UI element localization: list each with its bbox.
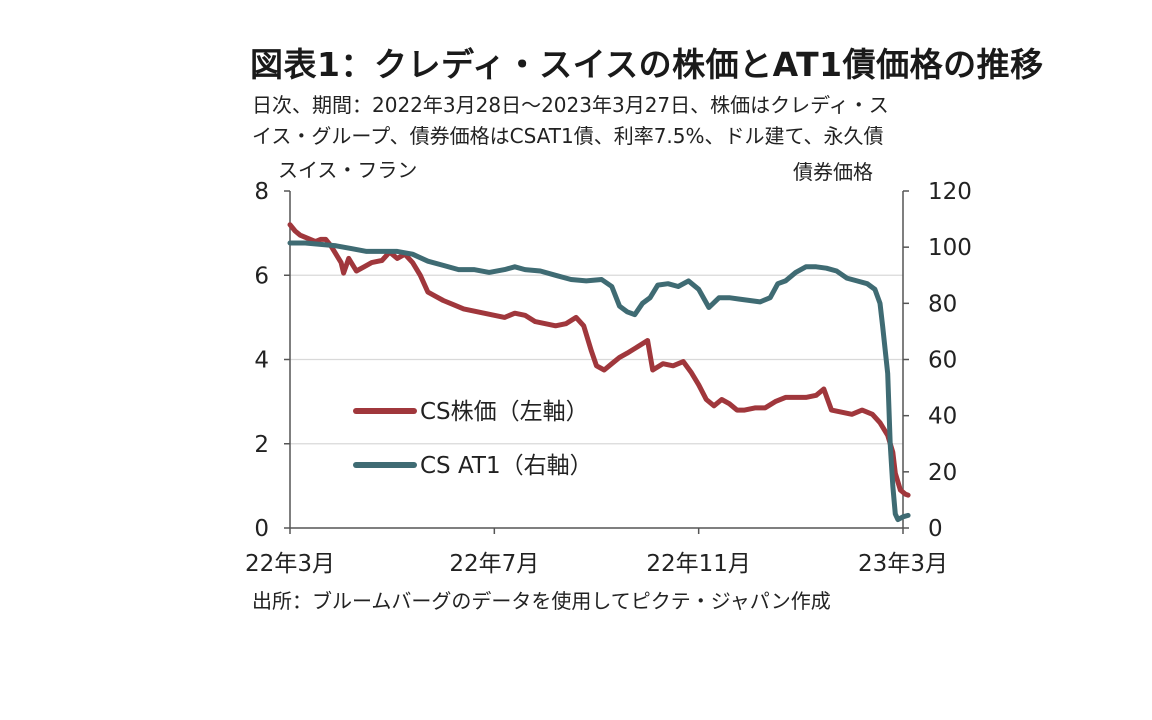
legend: CS株価（左軸） CS AT1（右軸） <box>353 399 593 479</box>
right-tick-label: 0 <box>928 516 943 542</box>
right-axis-ticks: 0 20 40 60 80 100 120 <box>928 179 972 542</box>
series-line-cs-at1 <box>287 240 911 523</box>
left-axis-label: スイス・フラン <box>278 158 417 182</box>
left-tick-label: 8 <box>254 179 269 205</box>
right-axis-label: 債券価格 <box>793 160 873 184</box>
right-tick-label: 60 <box>928 348 957 374</box>
chart-title: 図表1：クレディ・スイスの株価とAT1債価格の推移 <box>250 45 1044 84</box>
series-layer <box>287 222 911 523</box>
right-tick-label: 120 <box>928 179 972 205</box>
x-tick-label: 22年7月 <box>449 551 539 577</box>
x-tick-label: 22年3月 <box>245 551 335 577</box>
left-tick-label: 4 <box>254 348 269 374</box>
left-axis-ticks: 0 2 4 6 8 <box>254 179 269 542</box>
left-tick-label: 0 <box>254 516 269 542</box>
axes <box>284 190 909 534</box>
right-tick-label: 80 <box>928 291 957 317</box>
series-line-cs-stock <box>287 222 911 498</box>
x-tick-label: 23年3月 <box>858 551 948 577</box>
right-tick-label: 40 <box>928 404 957 430</box>
legend-label-cs-at1: CS AT1（右軸） <box>420 453 593 479</box>
x-axis-ticks: 22年3月 22年7月 22年11月 23年3月 <box>245 551 948 577</box>
subtitle-line-2: イス・グループ、債券価格はCSAT1債、利率7.5%、ドル建て、永久債 <box>252 124 884 148</box>
source-note: 出所：ブルームバーグのデータを使用してピクテ・ジャパン作成 <box>252 589 831 613</box>
legend-label-cs-stock: CS株価（左軸） <box>420 399 589 425</box>
right-tick-label: 20 <box>928 460 957 486</box>
right-tick-label: 100 <box>928 235 972 261</box>
subtitle-line-1: 日次、期間：2022年3月28日～2023年3月27日、株価はクレディ・ス <box>252 93 889 117</box>
chart-subtitle: 日次、期間：2022年3月28日～2023年3月27日、株価はクレディ・ス イス… <box>252 90 889 152</box>
left-tick-label: 6 <box>254 263 269 289</box>
x-tick-label: 22年11月 <box>646 551 751 577</box>
left-tick-label: 2 <box>254 432 269 458</box>
